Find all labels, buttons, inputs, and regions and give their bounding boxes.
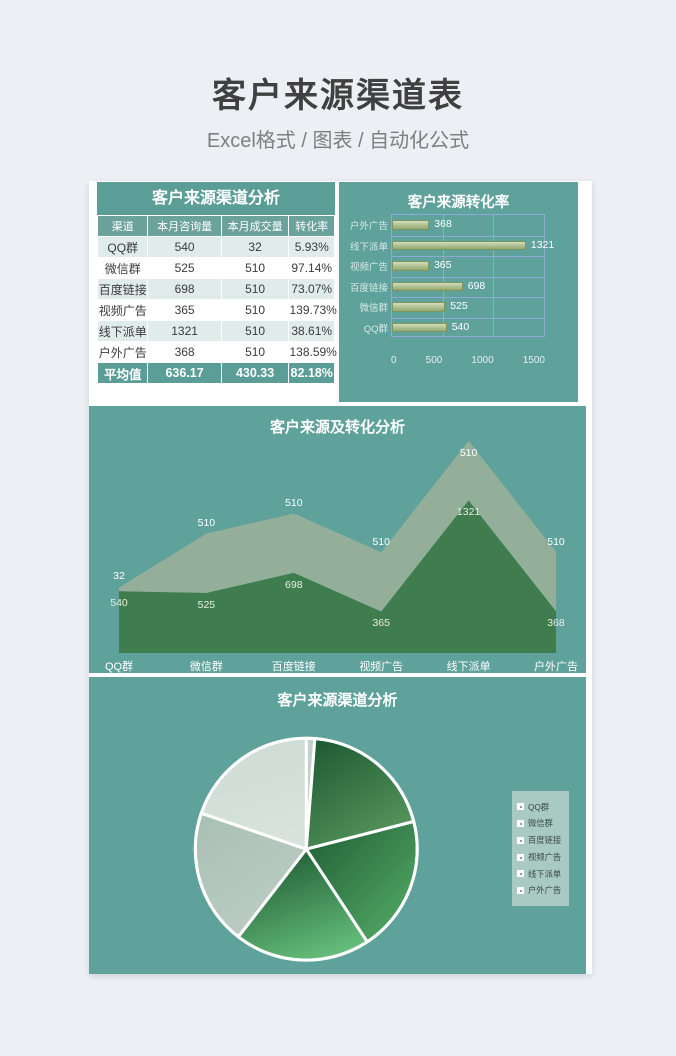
svg-text:510: 510	[372, 536, 390, 548]
svg-text:户外广告: 户外广告	[534, 659, 578, 673]
svg-text:510: 510	[460, 447, 478, 459]
svg-text:QQ群: QQ群	[105, 659, 133, 673]
svg-text:540: 540	[110, 597, 128, 609]
svg-text:510: 510	[547, 536, 565, 548]
svg-text:365: 365	[372, 617, 390, 629]
svg-text:1321: 1321	[457, 506, 481, 518]
svg-text:线下派单: 线下派单	[447, 659, 491, 673]
svg-text:百度链接: 百度链接	[272, 659, 316, 673]
svg-text:698: 698	[285, 579, 303, 591]
svg-text:525: 525	[198, 599, 216, 611]
svg-text:视频广告: 视频广告	[359, 659, 403, 673]
svg-text:510: 510	[285, 497, 303, 509]
svg-text:510: 510	[198, 517, 216, 529]
svg-text:368: 368	[547, 617, 565, 629]
svg-text:32: 32	[113, 570, 125, 582]
svg-text:微信群: 微信群	[190, 659, 223, 673]
